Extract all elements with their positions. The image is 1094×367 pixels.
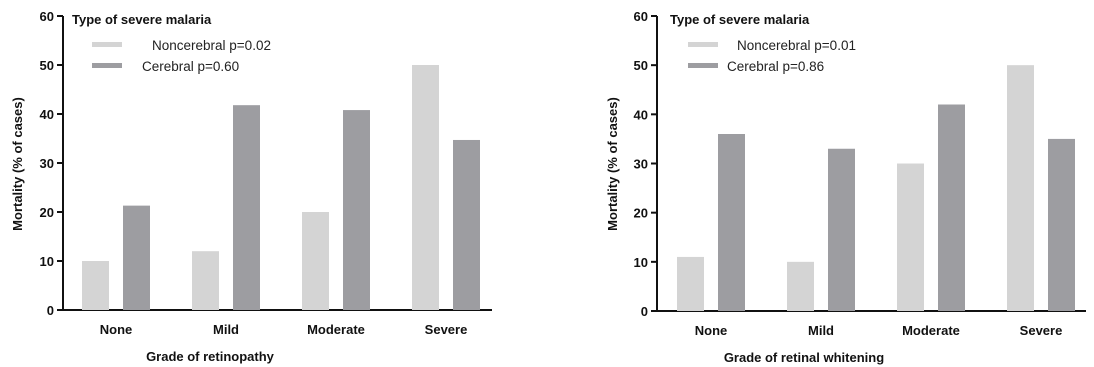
y-tick-label: 60: [634, 9, 648, 24]
chart-retinal-whitening-svg: 0 10 20 30 40 50 60 None Mild Moderate Severe Type…: [605, 9, 1086, 365]
y-tick-label: 20: [634, 206, 648, 221]
legend-swatch-noncerebral: [688, 42, 718, 47]
bar-cerebral-none: [718, 134, 745, 311]
x-tick-label: Severe: [1020, 323, 1063, 338]
plot-area: 0 10 20 30 40 50 60 None Mild Moderate Severe: [40, 9, 492, 337]
x-tick-label: Mild: [213, 322, 239, 337]
y-axis-title: Mortality (% of cases): [605, 97, 620, 231]
x-tick-label: None: [100, 322, 133, 337]
y-tick-label: 30: [40, 156, 54, 171]
y-tick-label: 50: [634, 58, 648, 73]
x-tick-label: Moderate: [902, 323, 960, 338]
chart-retinopathy: 0 10 20 30 40 50 60 None Mild Moderate Severe Type…: [10, 9, 492, 364]
bar-noncerebral-severe: [412, 65, 439, 310]
bar-noncerebral-moderate: [897, 163, 924, 311]
bar-cerebral-mild: [828, 148, 855, 311]
bar-cerebral-moderate: [343, 110, 370, 310]
bar-noncerebral-moderate: [302, 212, 329, 310]
bar-noncerebral-none: [82, 261, 109, 310]
legend: Noncerebral p=0.02 Cerebral p=0.60: [92, 38, 271, 74]
y-tick-label: 50: [40, 58, 54, 73]
x-axis-title: Grade of retinopathy: [146, 349, 275, 364]
legend-title: Type of severe malaria: [72, 12, 212, 27]
bar-cerebral-severe: [453, 139, 480, 310]
legend-label-noncerebral: Noncerebral p=0.02: [152, 38, 271, 53]
y-tick-label: 40: [634, 107, 648, 122]
y-axis-title: Mortality (% of cases): [10, 97, 25, 231]
bar-noncerebral-none: [677, 256, 704, 311]
bar-noncerebral-mild: [192, 251, 219, 310]
bar-cerebral-none: [123, 205, 150, 310]
y-tick-label: 60: [40, 9, 54, 24]
legend-label-cerebral: Cerebral p=0.60: [142, 59, 239, 74]
legend-swatch-noncerebral: [92, 42, 122, 47]
plot-area: 0 10 20 30 40 50 60 None Mild Moderate Severe: [634, 9, 1086, 338]
legend-swatch-cerebral: [92, 63, 122, 68]
x-tick-label: Mild: [808, 323, 834, 338]
bar-cerebral-severe: [1048, 138, 1075, 311]
x-tick-label: Moderate: [307, 322, 365, 337]
y-tick-label: 0: [47, 303, 54, 318]
bar-cerebral-moderate: [938, 104, 965, 311]
y-tick-label: 40: [40, 107, 54, 122]
y-tick-label: 30: [634, 157, 648, 172]
legend: Noncerebral p=0.01 Cerebral p=0.86: [688, 38, 856, 74]
y-tick-label: 10: [634, 255, 648, 270]
chart-retinal-whitening: 0 10 20 30 40 50 60 None Mild Moderate Severe Type…: [547, 0, 1094, 367]
y-tick-label: 0: [641, 304, 648, 319]
bar-noncerebral-mild: [787, 261, 814, 311]
chart-retinopathy-svg: 0 10 20 30 40 50 60 None Mild Moderate Severe Type…: [10, 9, 492, 364]
legend-label-cerebral: Cerebral p=0.86: [727, 59, 824, 74]
legend-label-noncerebral: Noncerebral p=0.01: [737, 38, 856, 53]
x-tick-label: None: [695, 323, 728, 338]
y-tick-label: 20: [40, 205, 54, 220]
bar-cerebral-mild: [233, 105, 260, 311]
x-tick-label: Severe: [425, 322, 468, 337]
legend-swatch-cerebral: [688, 63, 718, 68]
x-axis-title: Grade of retinal whitening: [724, 350, 884, 365]
bar-noncerebral-severe: [1007, 65, 1034, 312]
legend-title: Type of severe malaria: [670, 12, 810, 27]
y-tick-label: 10: [40, 254, 54, 269]
